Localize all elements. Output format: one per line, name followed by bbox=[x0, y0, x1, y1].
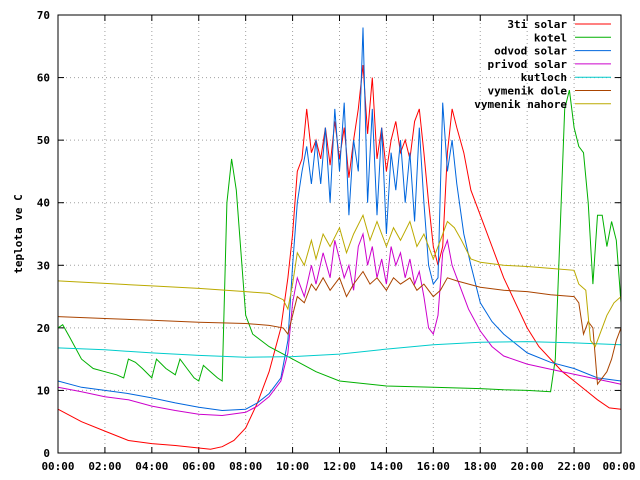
x-tick-label: 10:00 bbox=[276, 460, 309, 473]
series-line-4 bbox=[57, 341, 622, 358]
x-tick-label: 00:00 bbox=[602, 460, 635, 473]
legend-label-2: odvod solar bbox=[494, 45, 567, 58]
series-line-5 bbox=[57, 270, 622, 386]
x-tick-label: 20:00 bbox=[511, 460, 544, 473]
x-tick-label: 22:00 bbox=[558, 460, 591, 473]
x-tick-label: 14:00 bbox=[370, 460, 403, 473]
series-line-2 bbox=[57, 27, 622, 412]
legend-label-6: vymenik nahore bbox=[474, 98, 567, 111]
x-tick-labels: 00:00 02:00 04:00 06:00 08:00 10:00 12:00 14:00… bbox=[41, 460, 635, 473]
y-tick-label: 0 bbox=[43, 447, 50, 460]
series-line-6 bbox=[57, 213, 622, 348]
legend-label-1: kotel bbox=[534, 31, 567, 44]
x-tick-label: 02:00 bbox=[88, 460, 121, 473]
y-tick-label: 70 bbox=[37, 9, 50, 22]
x-tick-label: 00:00 bbox=[41, 460, 74, 473]
x-tick-label: 18:00 bbox=[464, 460, 497, 473]
legend-label-4: kutloch bbox=[521, 71, 567, 84]
series-line-3 bbox=[57, 232, 622, 417]
plot-frame bbox=[57, 14, 622, 454]
y-tick-labels: 0 10 20 30 40 50 60 70 bbox=[37, 9, 50, 460]
series-line-1 bbox=[57, 89, 622, 393]
y-axis-label: teplota ve C bbox=[12, 194, 25, 273]
x-tick-label: 08:00 bbox=[229, 460, 262, 473]
x-tick-label: 04:00 bbox=[135, 460, 168, 473]
legend-label-0: 3ti solar bbox=[507, 18, 567, 31]
y-tick-label: 20 bbox=[37, 322, 50, 335]
y-tick-label: 10 bbox=[37, 384, 50, 397]
y-tick-label: 30 bbox=[37, 259, 50, 272]
y-tick-label: 60 bbox=[37, 72, 50, 85]
y-tick-label: 50 bbox=[37, 134, 50, 147]
x-tick-label: 16:00 bbox=[417, 460, 450, 473]
legend-label-5: vymenik dole bbox=[488, 85, 568, 98]
series-lines bbox=[57, 27, 622, 450]
y-tick-label: 40 bbox=[37, 197, 50, 210]
x-tick-label: 12:00 bbox=[323, 460, 356, 473]
x-tick-label: 06:00 bbox=[182, 460, 215, 473]
legend-label-3: privod solar bbox=[488, 58, 568, 71]
